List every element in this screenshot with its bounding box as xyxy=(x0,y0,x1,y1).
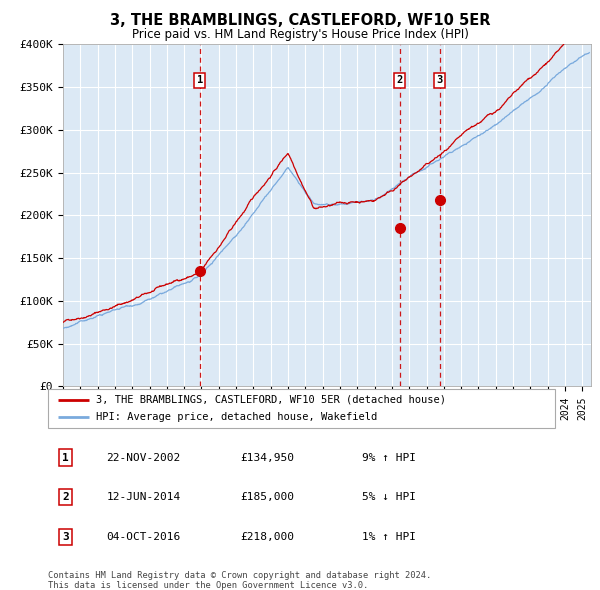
Text: 1: 1 xyxy=(62,453,69,463)
Text: 5% ↓ HPI: 5% ↓ HPI xyxy=(362,493,416,502)
Text: 2: 2 xyxy=(62,493,69,502)
Text: 22-NOV-2002: 22-NOV-2002 xyxy=(106,453,181,463)
Text: 1% ↑ HPI: 1% ↑ HPI xyxy=(362,532,416,542)
Text: HPI: Average price, detached house, Wakefield: HPI: Average price, detached house, Wake… xyxy=(96,412,377,422)
Text: 2: 2 xyxy=(397,75,403,85)
Text: 9% ↑ HPI: 9% ↑ HPI xyxy=(362,453,416,463)
FancyBboxPatch shape xyxy=(48,389,555,428)
Text: 1: 1 xyxy=(197,75,203,85)
Text: Contains HM Land Registry data © Crown copyright and database right 2024.
This d: Contains HM Land Registry data © Crown c… xyxy=(48,571,431,590)
Text: 3, THE BRAMBLINGS, CASTLEFORD, WF10 5ER (detached house): 3, THE BRAMBLINGS, CASTLEFORD, WF10 5ER … xyxy=(96,395,446,405)
Text: 3: 3 xyxy=(436,75,443,85)
Text: 04-OCT-2016: 04-OCT-2016 xyxy=(106,532,181,542)
Text: 3: 3 xyxy=(62,532,69,542)
Text: £218,000: £218,000 xyxy=(241,532,295,542)
Text: 3, THE BRAMBLINGS, CASTLEFORD, WF10 5ER: 3, THE BRAMBLINGS, CASTLEFORD, WF10 5ER xyxy=(110,13,490,28)
Text: £134,950: £134,950 xyxy=(241,453,295,463)
Text: £185,000: £185,000 xyxy=(241,493,295,502)
Text: 12-JUN-2014: 12-JUN-2014 xyxy=(106,493,181,502)
Text: Price paid vs. HM Land Registry's House Price Index (HPI): Price paid vs. HM Land Registry's House … xyxy=(131,28,469,41)
